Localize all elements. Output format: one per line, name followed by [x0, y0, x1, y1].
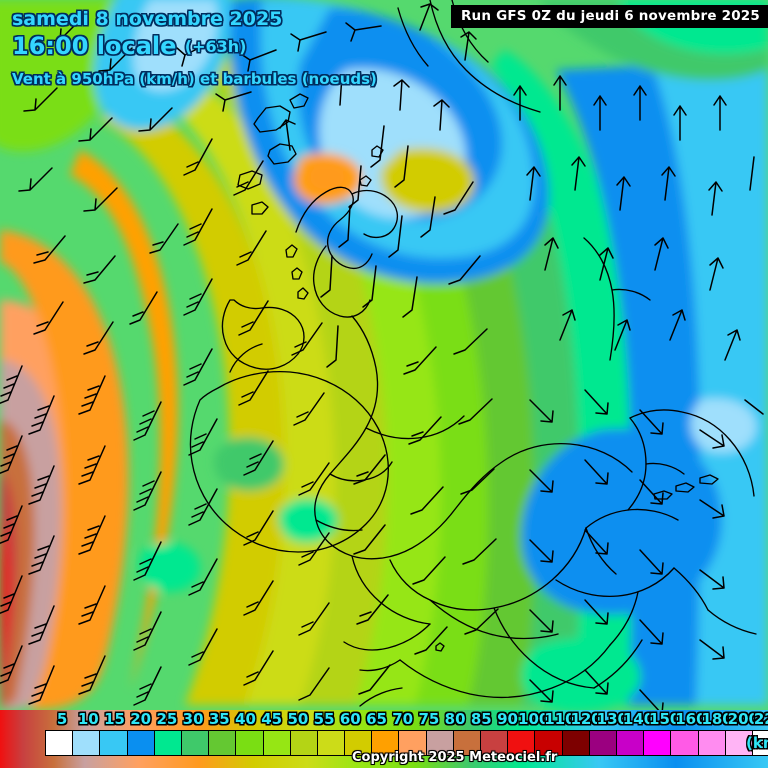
legend-swatch: [481, 731, 509, 755]
legend-tick: 160: [675, 710, 707, 728]
legend-swatch: [562, 731, 590, 755]
forecast-time-label: 16:00 locale (+63h): [12, 32, 246, 60]
legend-tick: 120: [570, 710, 602, 728]
legend-tick: 15: [104, 710, 125, 728]
legend-tick: 150: [649, 710, 681, 728]
legend-swatch: [100, 731, 128, 755]
legend-tick: 180: [701, 710, 733, 728]
wind-barb-layer: [0, 3, 764, 710]
legend-swatch: [236, 731, 264, 755]
legend-swatch: [644, 731, 672, 755]
legend-unit-label: (km/h): [746, 734, 768, 752]
legend-swatch: [508, 731, 536, 755]
legend-tick: 45: [261, 710, 283, 728]
legend-tick: 110: [544, 710, 576, 728]
forecast-date-label: samedi 8 novembre 2025: [12, 8, 283, 30]
legend-swatch: [209, 731, 237, 755]
legend-tick: 35: [208, 710, 230, 728]
forecast-map[interactable]: samedi 8 novembre 2025 16:00 locale (+63…: [0, 0, 768, 710]
legend-tick: 20: [130, 710, 152, 728]
legend-tick: 25: [156, 710, 178, 728]
legend-tick: 55: [313, 710, 335, 728]
legend-swatch: [426, 731, 454, 755]
legend-tick: 60: [339, 710, 361, 728]
legend-swatch: [127, 731, 155, 755]
legend-tick: 75: [418, 710, 440, 728]
legend-tick: 65: [366, 710, 387, 728]
legend-tick: 85: [470, 710, 492, 728]
legend-tick: 100: [518, 710, 550, 728]
legend-tick-labels: 5 10 15 20 25 30 35 40 45 50 55 60 65 70 75 80 85 90 100 11…: [0, 710, 768, 734]
legend-tick: 10: [77, 710, 99, 728]
legend-swatch: [181, 731, 210, 755]
legend-swatch: [317, 731, 346, 755]
legend-tick: 130: [596, 710, 628, 728]
legend-swatch: [290, 731, 318, 755]
legend-tick: 50: [287, 710, 309, 728]
legend-tick: 70: [392, 710, 414, 728]
legend-tick: 30: [182, 710, 204, 728]
legend-swatch: [698, 731, 726, 755]
legend-tick: 200: [727, 710, 759, 728]
legend-swatch: [399, 731, 427, 755]
legend-swatch: [752, 731, 768, 755]
legend-swatch-strip: [45, 730, 768, 756]
parameter-label: Vent à 950hPa (km/h) et barbules (noeuds…: [12, 70, 377, 88]
legend-swatch: [616, 731, 645, 755]
legend-tick: 140: [622, 710, 655, 728]
wind-field-raster: [0, 0, 768, 710]
legend-swatch: [725, 731, 753, 755]
legend-swatch: [453, 731, 481, 755]
legend-swatch: [535, 731, 563, 755]
legend-tick: 40: [235, 710, 256, 728]
legend-swatch: [372, 731, 400, 755]
legend-tick: 90: [497, 710, 518, 728]
legend-tick: 80: [444, 710, 466, 728]
legend-swatch: [73, 731, 101, 755]
forecast-hour-offset: (+63h): [184, 37, 247, 56]
model-run-label: Run GFS 0Z du jeudi 6 novembre 2025: [450, 5, 768, 28]
legend-swatch: [46, 731, 74, 755]
forecast-time-value: 16:00 locale: [12, 32, 177, 60]
legend-tick: 5: [56, 710, 68, 728]
legend-swatch: [589, 731, 617, 755]
legend-swatch: [263, 731, 291, 755]
colorbar-legend: 5 10 15 20 25 30 35 40 45 50 55 60 65 70 75 80 85 90 100 11…: [0, 710, 768, 768]
legend-swatch: [345, 731, 373, 755]
legend-tick: 220: [753, 710, 768, 728]
copyright-label: Copyright 2025 Meteociel.fr: [352, 750, 558, 765]
legend-swatch: [671, 731, 699, 755]
legend-swatch: [154, 731, 182, 755]
coastline-layer: [189, 0, 757, 707]
